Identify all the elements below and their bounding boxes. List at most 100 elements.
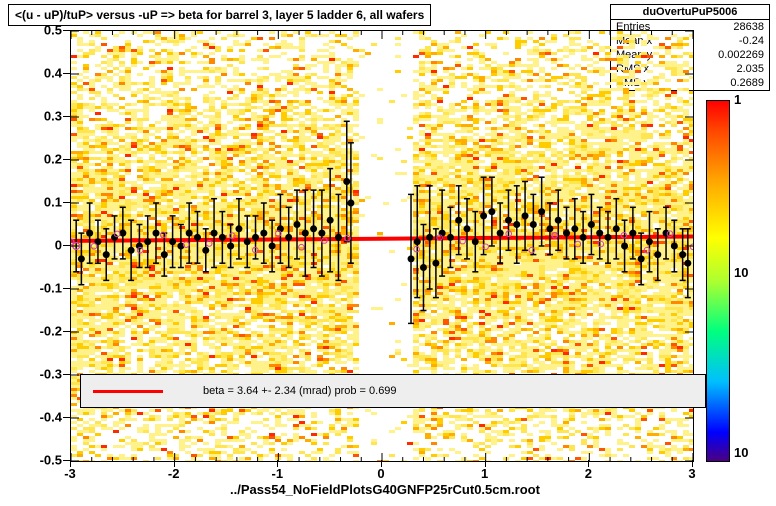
filled-marker <box>679 251 686 258</box>
x-tick-label: 1 <box>481 466 488 481</box>
filled-marker <box>426 234 433 241</box>
filled-marker <box>260 230 267 237</box>
filled-marker <box>219 234 226 241</box>
y-tick <box>63 374 70 375</box>
x-tick-label: 0 <box>377 466 384 481</box>
filled-marker <box>613 225 620 232</box>
filled-marker <box>654 251 661 258</box>
y-tick <box>63 460 70 461</box>
filled-marker <box>128 247 135 254</box>
y-tick-label: -0.2 <box>40 324 62 339</box>
filled-marker <box>488 208 495 215</box>
filled-marker <box>497 230 504 237</box>
filled-marker <box>335 234 342 241</box>
y-tick <box>63 116 70 117</box>
y-tick <box>63 417 70 418</box>
filled-marker <box>621 243 628 250</box>
y-tick-label: 0.2 <box>44 152 62 167</box>
filled-marker <box>78 255 85 262</box>
filled-marker <box>513 221 520 228</box>
filled-marker <box>472 238 479 245</box>
filled-marker <box>194 234 201 241</box>
y-tick-label: 0.3 <box>44 109 62 124</box>
filled-marker <box>302 230 309 237</box>
filled-marker <box>235 225 242 232</box>
filled-marker <box>414 238 421 245</box>
y-tick <box>63 159 70 160</box>
filled-marker <box>244 238 251 245</box>
y-tick <box>63 288 70 289</box>
filled-marker <box>604 234 611 241</box>
y-tick-label: 0.4 <box>44 66 62 81</box>
filled-marker <box>447 234 454 241</box>
filled-marker <box>480 212 487 219</box>
colorbar-label: 10 <box>734 445 748 460</box>
filled-marker <box>538 208 545 215</box>
root-plot-canvas: <(u - uP)/tuP> versus -uP => beta for ba… <box>0 0 776 506</box>
y-tick <box>63 30 70 31</box>
filled-marker <box>671 243 678 250</box>
filled-marker <box>186 230 193 237</box>
filled-marker <box>420 264 427 271</box>
filled-marker <box>285 234 292 241</box>
y-tick-label: 0.1 <box>44 195 62 210</box>
filled-marker <box>153 230 160 237</box>
filled-marker <box>588 221 595 228</box>
y-tick <box>63 202 70 203</box>
filled-marker <box>293 221 300 228</box>
plot-title: <(u - uP)/tuP> versus -uP => beta for ba… <box>8 4 431 26</box>
y-tick-label: 0 <box>55 238 62 253</box>
stats-name: duOvertuPuP5006 <box>611 5 769 20</box>
filled-marker <box>505 217 512 224</box>
filled-marker <box>269 243 276 250</box>
filled-marker <box>684 260 691 267</box>
filled-marker <box>408 255 415 262</box>
filled-marker <box>169 238 176 245</box>
filled-marker <box>318 230 325 237</box>
x-tick-label: -3 <box>64 466 76 481</box>
filled-marker <box>103 251 110 258</box>
filled-marker <box>327 217 334 224</box>
filled-marker <box>202 247 209 254</box>
filled-marker <box>571 225 578 232</box>
color-bar <box>706 100 730 462</box>
y-tick <box>63 73 70 74</box>
filled-marker <box>161 251 168 258</box>
filled-marker <box>144 238 151 245</box>
y-tick-label: -0.4 <box>40 410 62 425</box>
x-tick-label: 2 <box>585 466 592 481</box>
filled-marker <box>555 217 562 224</box>
filled-marker <box>347 200 354 207</box>
filled-marker <box>211 230 218 237</box>
y-tick-label: -0.5 <box>40 453 62 468</box>
filled-marker <box>563 230 570 237</box>
y-tick-label: 0.5 <box>44 23 62 38</box>
legend-line-sample <box>93 390 163 393</box>
filled-marker <box>310 225 317 232</box>
filled-marker <box>596 230 603 237</box>
filled-marker <box>638 255 645 262</box>
filled-marker <box>119 230 126 237</box>
file-caption: ../Pass54_NoFieldPlotsG40GNFP25rCut0.5cm… <box>230 482 540 497</box>
y-tick-label: -0.1 <box>40 281 62 296</box>
filled-marker <box>343 178 350 185</box>
x-tick-label: 3 <box>688 466 695 481</box>
filled-marker <box>546 225 553 232</box>
filled-marker <box>227 243 234 250</box>
filled-marker <box>455 217 462 224</box>
x-tick-label: -1 <box>272 466 284 481</box>
filled-marker <box>580 234 587 241</box>
filled-marker <box>464 225 471 232</box>
y-tick <box>63 331 70 332</box>
fit-legend: beta = 3.64 +- 2.34 (mrad) prob = 0.699 <box>80 374 706 408</box>
colorbar-label: 1 <box>734 92 741 107</box>
filled-marker <box>432 260 439 267</box>
y-tick-label: -0.3 <box>40 367 62 382</box>
colorbar-label: 10 <box>734 265 748 280</box>
filled-marker <box>522 212 529 219</box>
legend-text: beta = 3.64 +- 2.34 (mrad) prob = 0.699 <box>203 385 397 397</box>
x-tick-label: -2 <box>168 466 180 481</box>
filled-marker <box>646 238 653 245</box>
filled-marker <box>530 221 537 228</box>
filled-marker <box>629 230 636 237</box>
